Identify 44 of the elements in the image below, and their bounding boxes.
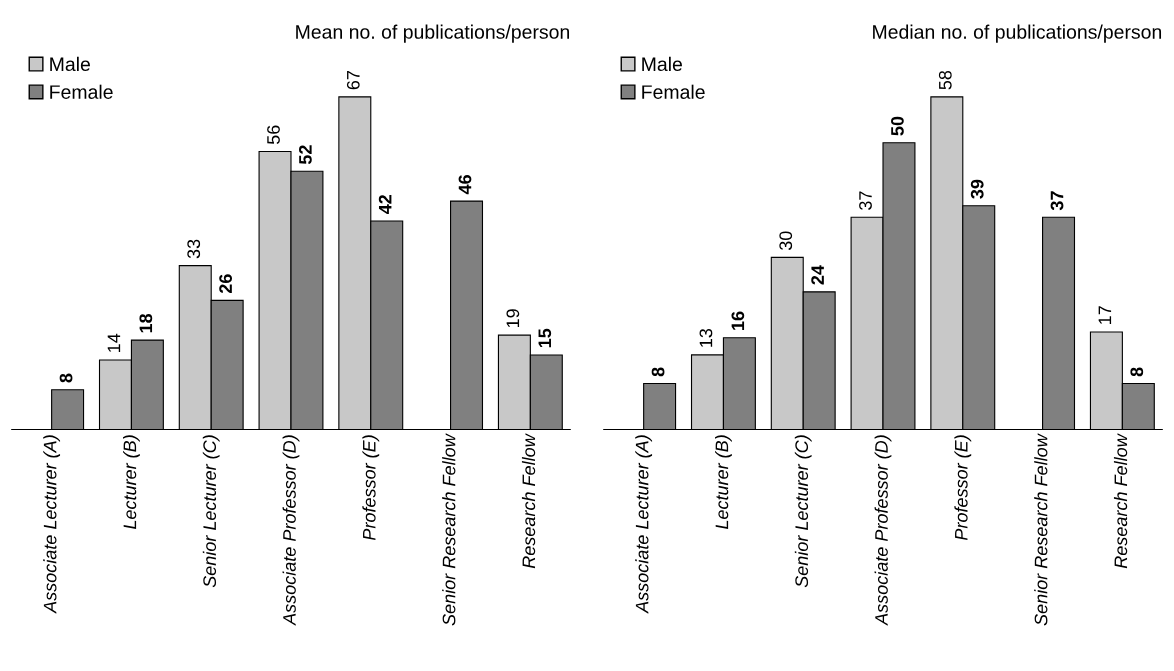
x-tick-label: Lecturer (B) xyxy=(715,435,732,530)
data-label: 8 xyxy=(651,367,665,377)
data-label: 37 xyxy=(1050,191,1064,211)
data-label: 14 xyxy=(107,333,121,352)
data-label: 30 xyxy=(779,231,793,251)
legend-label: Male xyxy=(50,56,90,72)
x-tick-label: Senior Research Fellow xyxy=(442,433,456,626)
data-label: 50 xyxy=(891,116,904,136)
legend-label: Female xyxy=(642,84,705,99)
x-tick-label: Lecturer (B) xyxy=(123,435,140,530)
data-label: 56 xyxy=(267,125,280,145)
data-label: 24 xyxy=(811,265,824,285)
x-tick-label: Associate Professor (D) xyxy=(874,435,892,626)
x-tick-label: Professor (E) xyxy=(362,435,380,541)
chart-title: Median no. of publications/person xyxy=(873,24,1162,43)
data-label: 26 xyxy=(219,274,233,294)
x-tick-label: Senior Research Fellow xyxy=(1034,433,1048,626)
data-label: 18 xyxy=(139,313,153,333)
x-tick-label: Research Fellow xyxy=(1113,433,1128,569)
chart-title: Mean no. of publications/person xyxy=(296,24,569,43)
data-label: 16 xyxy=(731,311,745,330)
x-tick-label: Senior Lecturer (C) xyxy=(794,435,812,588)
legend-label: Female xyxy=(50,84,113,99)
x-tick-label: Associate Professor (D) xyxy=(282,435,300,626)
data-label: 13 xyxy=(699,328,713,347)
data-label: 8 xyxy=(59,373,73,383)
data-label: 52 xyxy=(299,145,312,165)
data-label: 37 xyxy=(859,191,872,210)
legend-label: Male xyxy=(642,56,682,72)
x-tick-label: Professor (E) xyxy=(954,435,972,541)
data-label: 42 xyxy=(378,194,392,215)
data-label: 58 xyxy=(938,70,952,90)
x-tick-label: Associate Lecturer (A) xyxy=(635,435,653,614)
data-label: 8 xyxy=(1130,367,1144,377)
x-tick-label: Senior Lecturer (C) xyxy=(202,435,220,588)
data-label: 15 xyxy=(538,328,552,348)
data-label: 17 xyxy=(1098,306,1112,324)
data-label: 39 xyxy=(970,179,984,199)
x-tick-label: Associate Lecturer (A) xyxy=(43,435,61,614)
data-label: 67 xyxy=(346,71,360,90)
data-label: 46 xyxy=(458,175,472,195)
data-label: 19 xyxy=(506,309,520,328)
x-tick-label: Research Fellow xyxy=(521,433,536,569)
data-label: 33 xyxy=(187,239,201,259)
